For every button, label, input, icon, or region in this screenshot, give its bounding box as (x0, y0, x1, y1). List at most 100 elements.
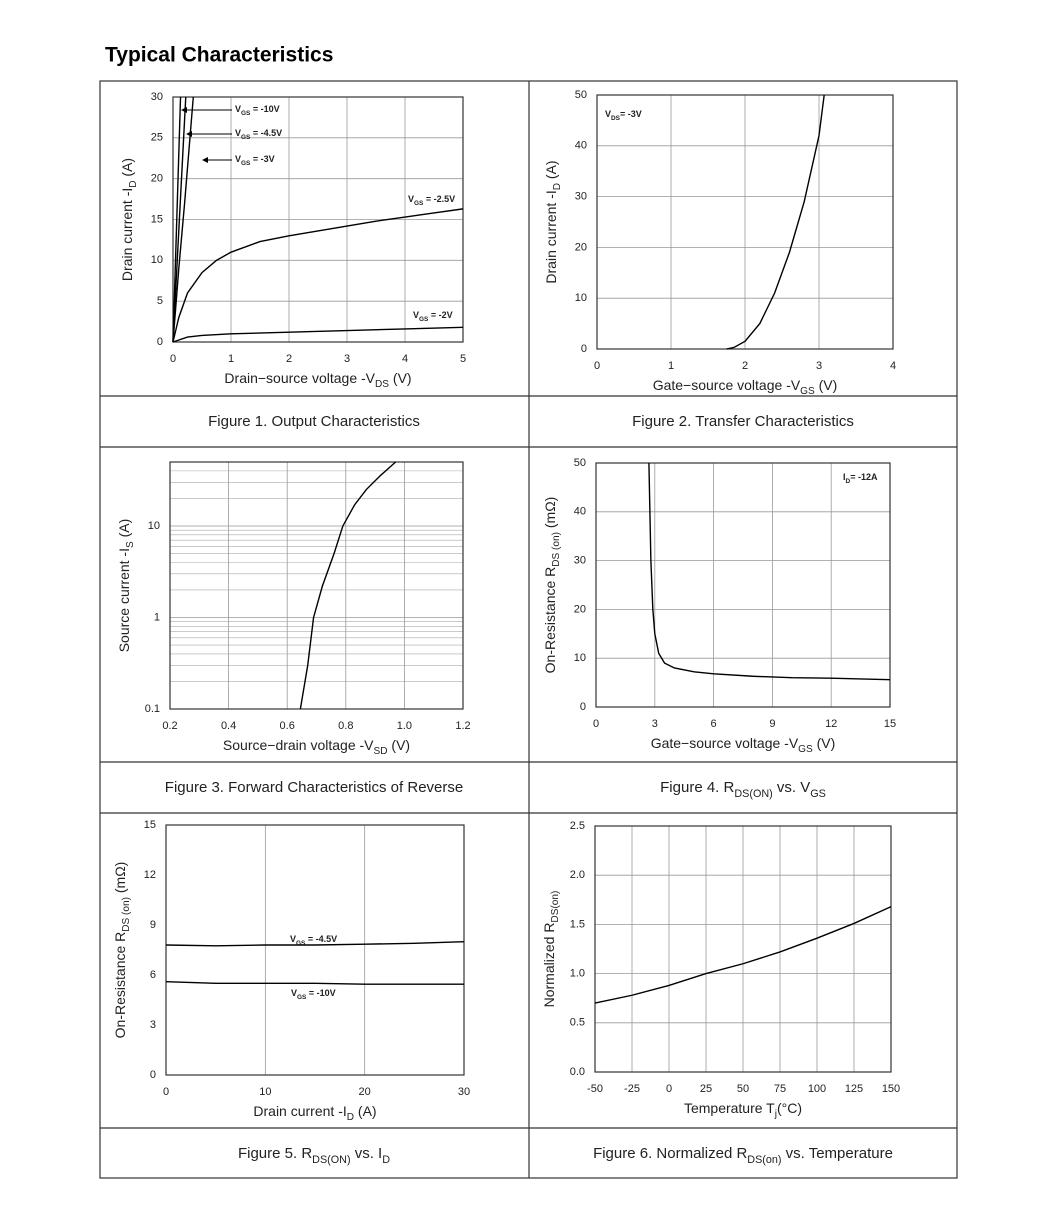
series-label-part: V (605, 109, 611, 119)
y-axis-label-part: (A) (119, 158, 135, 181)
x-tick-label: 3 (652, 718, 658, 730)
x-axis-label-part: Drain current -I (253, 1103, 346, 1119)
series-label: VGS = -4.5V (290, 934, 337, 947)
figure-caption-part: Figure 1. Output Characteristics (208, 413, 420, 430)
y-axis-label-part: DS(on) (550, 891, 561, 923)
figure-caption-part: GS (810, 788, 826, 800)
series-label: VDS= -3V (605, 109, 642, 122)
y-tick-label: 9 (150, 919, 156, 931)
x-axis-label: Drain current -ID (A) (253, 1103, 376, 1123)
plot-frame (596, 94, 894, 350)
x-tick-label: 10 (259, 1086, 271, 1098)
x-tick-label: 4 (890, 360, 896, 372)
x-tick-label: 3 (344, 353, 350, 365)
y-tick-label: 20 (151, 173, 163, 185)
x-tick-label: -50 (587, 1083, 603, 1095)
y-axis-label-part: On-Resistance R (112, 932, 128, 1039)
y-tick-label: 40 (574, 506, 586, 518)
y-tick-label: 50 (574, 457, 586, 469)
y-tick-label: 30 (151, 91, 163, 103)
y-axis-label: Drain current -ID (A) (543, 160, 563, 283)
y-axis-label-part: (A) (116, 519, 132, 542)
x-axis-label-part: GS (798, 744, 813, 755)
x-axis-label-part: j (774, 1109, 777, 1120)
series-label-part: V (290, 934, 296, 944)
plot-frame (172, 96, 464, 343)
series-label-part: GS (414, 200, 424, 207)
x-tick-label: 2 (286, 353, 292, 365)
series-line (648, 462, 891, 681)
y-tick-label: 30 (574, 555, 586, 567)
y-axis-label: Drain current -ID (A) (119, 158, 139, 281)
figure-caption-part: DS(ON) (312, 1154, 350, 1166)
y-axis-label: Source current -IS (A) (116, 519, 136, 653)
figure-caption-part: Figure 4. R (660, 779, 734, 796)
series-label-part: V (235, 128, 241, 138)
y-tick-label: 0 (150, 1069, 156, 1081)
y-axis-label-part: Source current -I (116, 548, 132, 652)
y-axis-label-part: Drain current -I (119, 188, 135, 281)
series-label-part: V (291, 988, 297, 998)
x-tick-label: 0.4 (221, 720, 236, 732)
x-tick-label: 9 (769, 718, 775, 730)
series-line (172, 96, 194, 343)
x-tick-label: 5 (460, 353, 466, 365)
x-tick-label: 100 (808, 1083, 826, 1095)
y-tick-label: 6 (150, 969, 156, 981)
arrow-head (181, 107, 187, 113)
y-axis-label-part: S (125, 541, 136, 548)
figure-caption-part: DS(ON) (734, 788, 772, 800)
x-tick-label: 2 (742, 360, 748, 372)
x-tick-label: 0 (593, 718, 599, 730)
series-line (172, 96, 182, 343)
x-tick-label: -25 (624, 1083, 640, 1095)
y-tick-label: 1.0 (570, 968, 585, 980)
series-label-part: V (235, 104, 241, 114)
arrow-head (202, 157, 208, 163)
series-label-part: GS (241, 110, 251, 117)
series-label: VGS = -10V (291, 988, 336, 1001)
plot-frame (169, 461, 464, 710)
figure-caption-part: vs. V (773, 779, 811, 796)
x-tick-label: 12 (825, 718, 837, 730)
figure-caption: Figure 5. RDS(ON) vs. ID (238, 1145, 390, 1166)
series-label: VGS = -10V (235, 104, 280, 117)
series-line (165, 940, 465, 947)
figure-caption-part: D (382, 1154, 390, 1166)
series-line (299, 461, 397, 710)
y-tick-label: 0.1 (145, 703, 160, 715)
page-title: Typical Characteristics (105, 44, 333, 67)
y-axis-label-part: D (128, 180, 139, 187)
series-label-part: = -3V (620, 109, 642, 119)
x-tick-label: 3 (816, 360, 822, 372)
series-label-part: DS (611, 115, 621, 122)
figure-caption: Figure 3. Forward Characteristics of Rev… (165, 779, 463, 796)
series-line (172, 326, 464, 343)
figure-caption-part: vs. Temperature (781, 1145, 892, 1162)
x-axis-label-part: (V) (815, 377, 838, 393)
y-tick-label: 25 (151, 132, 163, 144)
y-axis-label-part: (mΩ) (542, 497, 558, 532)
y-axis-label-part: Normalized R (541, 923, 557, 1008)
x-axis-label-part: (V) (389, 370, 412, 386)
series-label: VGS = -2.5V (408, 194, 455, 207)
x-tick-label: 75 (774, 1083, 786, 1095)
x-axis-label-part: D (347, 1112, 354, 1123)
x-tick-label: 30 (458, 1086, 470, 1098)
x-tick-label: 1.2 (455, 720, 470, 732)
series-line (594, 906, 892, 1004)
x-tick-label: 125 (845, 1083, 863, 1095)
figure-caption: Figure 4. RDS(ON) vs. VGS (660, 779, 826, 800)
y-tick-label: 40 (575, 140, 587, 152)
y-axis-label-part: (mΩ) (112, 862, 128, 897)
x-tick-label: 1 (668, 360, 674, 372)
figure-caption: Figure 1. Output Characteristics (208, 413, 420, 430)
x-axis-label-part: Source−drain voltage -V (223, 737, 374, 753)
x-axis-label-part: (A) (354, 1103, 377, 1119)
x-tick-label: 50 (737, 1083, 749, 1095)
y-tick-label: 50 (575, 89, 587, 101)
y-tick-label: 1 (154, 611, 160, 623)
series-label-part: I (843, 472, 846, 482)
x-axis-label: Gate−source voltage -VGS (V) (653, 377, 838, 397)
